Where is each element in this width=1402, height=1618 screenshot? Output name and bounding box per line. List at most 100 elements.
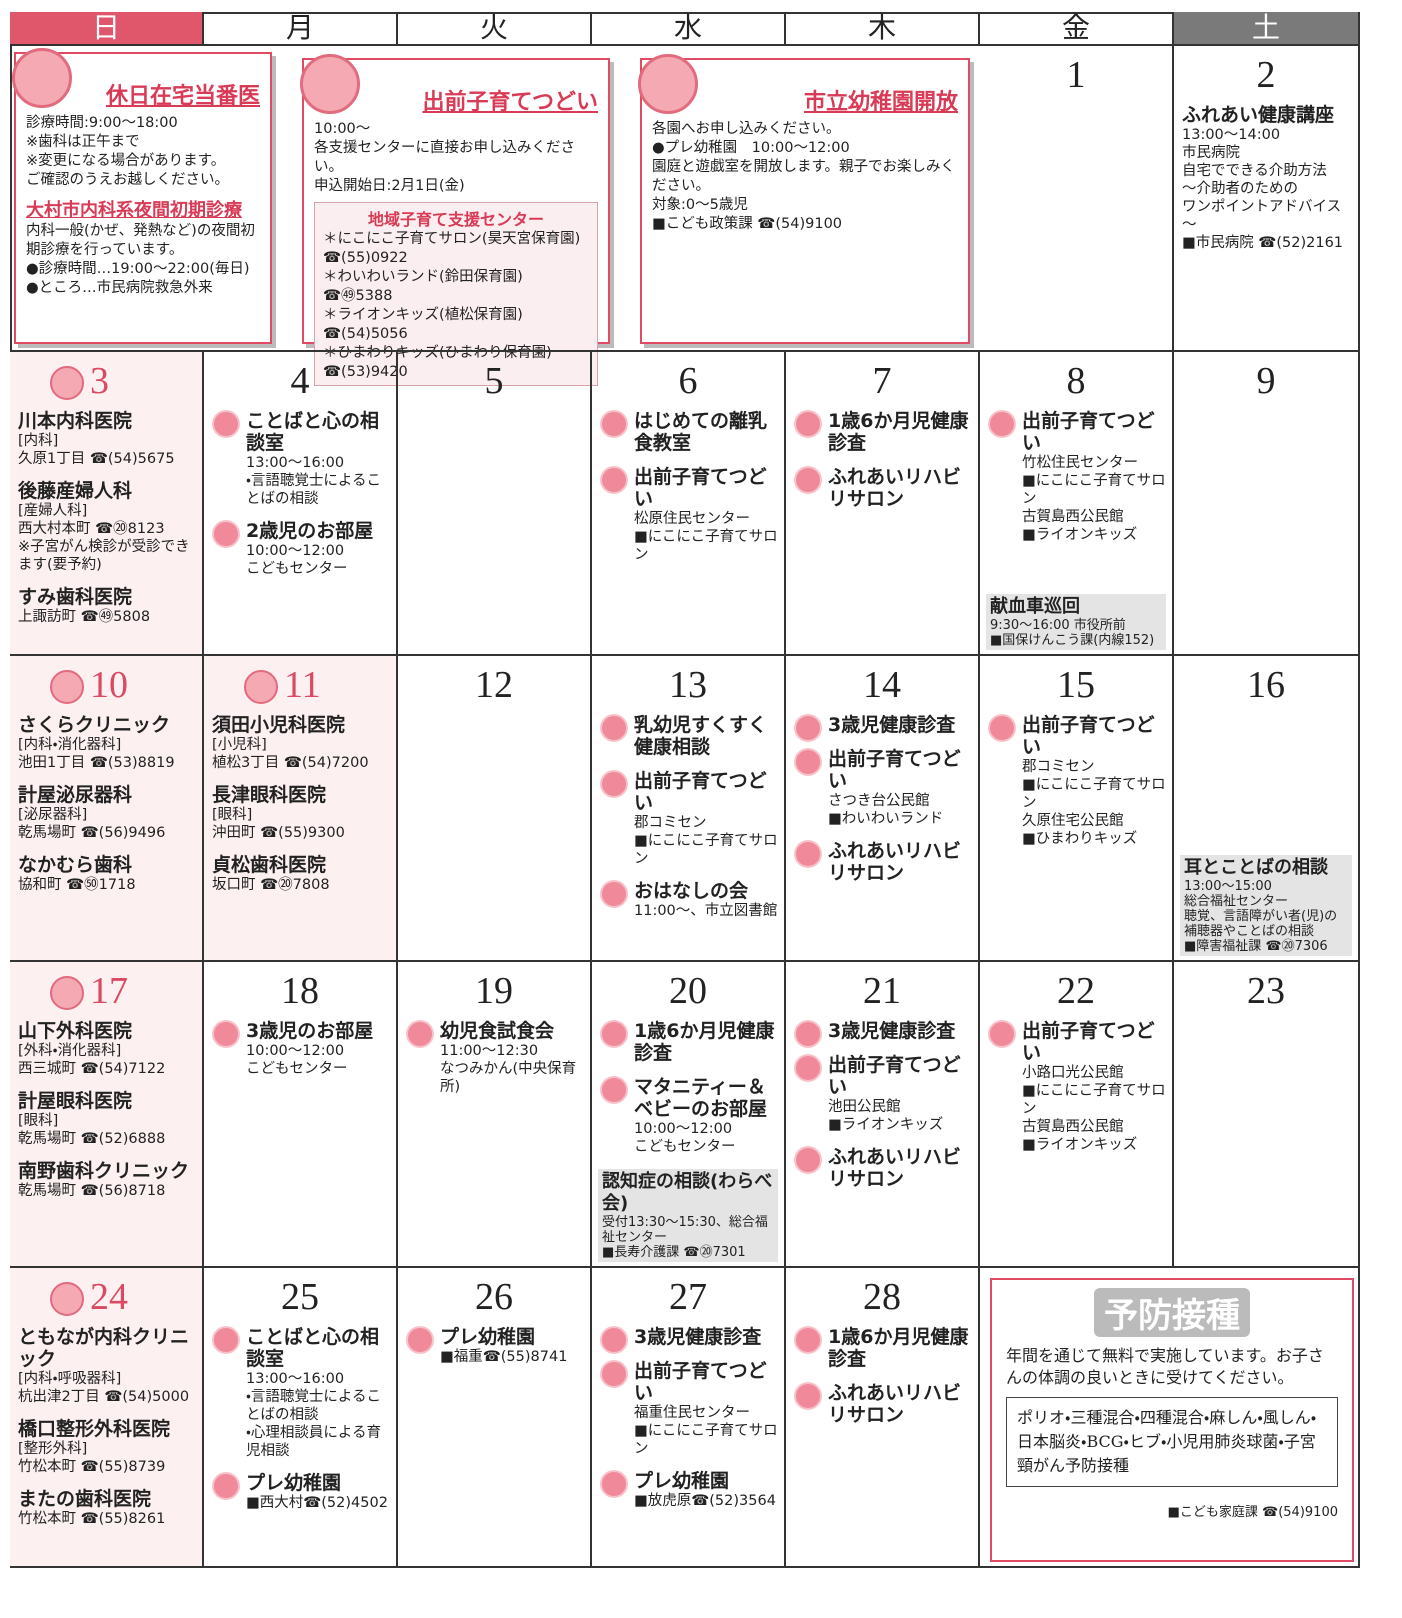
event-line: ■福重☎(55)8741 — [440, 1349, 568, 1365]
event-line: ワンポイントアドバイス～ — [1182, 199, 1342, 233]
day-cell: 17 山下外科医院 [外科・消化器科] 西三城町 ☎(54)7122 計屋眼科医院 [眼科… — [10, 962, 204, 1268]
footer-note: 認知症の相談(わらべ会) 受付13:30～15:30、総合福祉センター ■長寿介護課… — [598, 1169, 778, 1262]
event-line: 杭出津2丁目 ☎(54)5000 — [18, 1389, 190, 1405]
footer-title: 献血車巡回 — [990, 596, 1080, 617]
event-line: ・言語聴覚士によることばの相談 — [246, 473, 381, 507]
footer-title: 耳とことばの相談 — [1184, 857, 1328, 878]
event-line: こどもセンター — [634, 1139, 736, 1155]
event-title: 1歳6か月児健康診査 — [828, 1326, 969, 1370]
event-icon — [600, 1326, 628, 1354]
event-line: 久原1丁目 ☎(54)5675 — [18, 451, 175, 467]
notice-line: 対象:0～5歳児 — [652, 197, 748, 213]
day-cell: 24 ともなが内科クリニック [内科・呼吸器科] 杭出津2丁目 ☎(54)5000 橋口… — [10, 1268, 204, 1568]
event-icon — [600, 880, 628, 908]
date: 5 — [484, 360, 504, 402]
date: 20 — [669, 970, 707, 1012]
event-line: ～介助者のための — [1182, 181, 1298, 197]
event-title: 出前子育てつどい — [828, 1054, 961, 1098]
event-line: [内科] — [18, 433, 59, 449]
event-line: 松原住民センター — [634, 511, 750, 527]
event-line: 11:00～、市立図書館 — [634, 903, 778, 919]
event: さくらクリニック [内科・消化器科] 池田1丁目 ☎(53)8819 — [18, 714, 196, 772]
event: ふれあいリハビリサロン — [794, 1146, 972, 1190]
event-title: 橋口整形外科医院 — [18, 1418, 171, 1440]
day-body: 3歳児健康診査 出前子育てつどい 福重住民センター ■にこにこ子育てサロン プレ幼稚園 ■… — [592, 1318, 784, 1510]
day-body: さくらクリニック [内科・消化器科] 池田1丁目 ☎(53)8819 計屋泌尿器科 [泌… — [10, 706, 202, 894]
event: 山下外科医院 [外科・消化器科] 西三城町 ☎(54)7122 — [18, 1020, 196, 1078]
day-body: ことばと心の相談室 13:00～16:00 ・言語聴覚士によることばの相談 2歳児のお… — [204, 402, 396, 578]
event-line: 沖田町 ☎(55)9300 — [212, 825, 345, 841]
event-title: 長津眼科医院 — [212, 784, 327, 806]
event: ふれあいリハビリサロン — [794, 1382, 972, 1426]
event: おはなしの会 11:00～、市立図書館 — [600, 880, 778, 920]
event-line: [眼科] — [18, 1113, 59, 1129]
event-line: なつみかん(中央保育所) — [440, 1061, 577, 1095]
day-body — [398, 706, 590, 714]
notice-icon — [638, 54, 698, 114]
event-title: プレ幼稚園 — [440, 1326, 536, 1348]
event: 計屋眼科医院 [眼科] 乾馬場町 ☎(52)6888 — [18, 1090, 196, 1148]
event-title: プレ幼稚園 — [634, 1470, 730, 1492]
event-icon — [212, 1326, 240, 1354]
event-icon — [212, 1472, 240, 1500]
event: 1歳6か月児健康診査 — [794, 410, 972, 454]
event-icon — [600, 1020, 628, 1048]
event-line: 10:00～12:00 — [634, 1121, 733, 1137]
footer-line: ■長寿介護課 ☎⑳7301 — [602, 1245, 746, 1260]
day-body: 1歳6か月児健康診査 マタニティー＆ベビーのお部屋 10:00～12:00 こどもセン… — [592, 1012, 784, 1156]
day-cell: 28 1歳6か月児健康診査 ふれあいリハビリサロン — [786, 1268, 980, 1568]
event-title: 出前子育てつどい — [634, 1360, 767, 1404]
event-title: 出前子育てつどい — [1022, 714, 1155, 758]
day-body: 乳幼児すくすく健康相談 出前子育てつどい 郡コミセン ■にこにこ子育てサロン おはなしの… — [592, 706, 784, 920]
event-title: 3歳児健康診査 — [828, 1020, 956, 1042]
event-line: 小路口光公民館 — [1022, 1065, 1124, 1081]
event-line: [整形外科] — [18, 1441, 88, 1457]
date: 12 — [475, 664, 513, 706]
event-title: 出前子育てつどい — [828, 748, 961, 792]
event-title: すみ歯科医院 — [18, 586, 133, 608]
event-line: [内科・呼吸器科] — [18, 1371, 122, 1387]
weekday-header: 日 — [10, 12, 204, 46]
empty-cell — [980, 1268, 1360, 1568]
day-cell: 14 3歳児健康診査 出前子育てつどい さつき台公民館 ■わいわいランド ふれあいリハビリ… — [786, 656, 980, 962]
day-cell: 7 1歳6か月児健康診査 ふれあいリハビリサロン — [786, 352, 980, 656]
date: 21 — [863, 970, 901, 1012]
section-title: 地域子育て支援センター — [367, 210, 544, 229]
event-line: 西三城町 ☎(54)7122 — [18, 1061, 166, 1077]
event-line: 乾馬場町 ☎(56)9496 — [18, 825, 166, 841]
event-line: ■にこにこ子育てサロン — [634, 1423, 778, 1457]
day-body: プレ幼稚園 ■福重☎(55)8741 — [398, 1318, 590, 1366]
event-line: [産婦人科] — [18, 503, 88, 519]
day-body — [1174, 706, 1358, 714]
notice-line: 各支援センターに直接お申し込みください。 — [314, 140, 575, 175]
event-icon — [600, 1470, 628, 1498]
event: ともなが内科クリニック [内科・呼吸器科] 杭出津2丁目 ☎(54)5000 — [18, 1326, 196, 1406]
event-title: 3歳児健康診査 — [828, 714, 956, 736]
event-title: 2歳児のお部屋 — [246, 520, 374, 542]
event-line: 植松3丁目 ☎(54)7200 — [212, 755, 369, 771]
event: はじめての離乳食教室 — [600, 410, 778, 454]
section-line: ＊わいわいランド(鈴田保育園) — [323, 269, 523, 285]
event-title: なかむら歯科 — [18, 854, 133, 876]
event-title: 須田小児科医院 — [212, 714, 346, 736]
date: 18 — [281, 970, 319, 1012]
event-line: [眼科] — [212, 807, 253, 823]
date: 1 — [1066, 54, 1086, 96]
event: 南野歯科クリニック 乾馬場町 ☎(56)8718 — [18, 1160, 196, 1200]
event-line: 福重住民センター — [634, 1405, 750, 1421]
event-title: ふれあいリハビリサロン — [828, 840, 962, 884]
event-line: 郡コミセン — [634, 815, 707, 831]
event-line: 竹松本町 ☎(55)8739 — [18, 1459, 166, 1475]
notice-line: ※歯科は正午まで — [26, 134, 140, 150]
date: 3 — [90, 360, 109, 402]
event-title: 1歳6か月児健康診査 — [828, 410, 969, 454]
event-title: 3歳児のお部屋 — [246, 1020, 374, 1042]
event-icon — [794, 1326, 822, 1354]
notice-title: 出前子育てつどい — [422, 90, 598, 115]
date: 16 — [1247, 664, 1285, 706]
event-line: 13:00～16:00 — [246, 455, 345, 471]
event-line: 竹松住民センター — [1022, 455, 1138, 471]
event-icon — [212, 520, 240, 548]
day-body: 川本内科医院 [内科] 久原1丁目 ☎(54)5675 後藤産婦人科 [産婦人科] 西大村… — [10, 402, 202, 626]
